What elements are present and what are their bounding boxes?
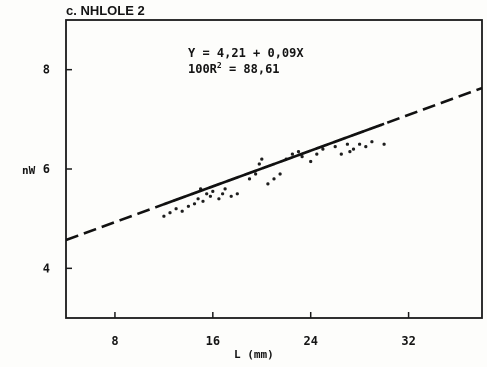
data-point-10: [208, 194, 212, 198]
data-point-2: [174, 207, 178, 211]
data-point-23: [278, 172, 282, 176]
data-point-27: [300, 155, 304, 159]
data-point-37: [364, 145, 368, 149]
data-point-28: [309, 159, 313, 164]
data-point-13: [221, 192, 225, 196]
data-point-35: [351, 147, 356, 151]
data-point-0: [162, 214, 166, 218]
data-point-22: [272, 177, 276, 181]
x-tick-label-0: 8: [111, 334, 118, 348]
data-point-30: [321, 147, 325, 151]
data-point-16: [235, 192, 239, 196]
chart-title: c. NHLOLE 2: [66, 3, 145, 18]
data-point-8: [201, 199, 205, 203]
data-point-33: [345, 142, 349, 146]
y-tick-label-2: 8: [43, 63, 50, 77]
x-tick-label-2: 24: [303, 334, 317, 348]
data-point-1: [168, 211, 172, 215]
y-tick-label-0: 4: [43, 261, 50, 275]
data-point-21: [266, 182, 270, 186]
data-point-29: [315, 152, 319, 156]
data-point-34: [348, 150, 352, 154]
data-points-layer: [162, 140, 386, 218]
data-point-15: [229, 194, 233, 198]
data-point-9: [205, 192, 209, 196]
data-point-38: [370, 140, 374, 144]
data-point-18: [254, 172, 258, 176]
data-point-5: [192, 202, 197, 206]
ticks-layer: 8 16 24 32 4 6 8: [43, 63, 416, 348]
regression-line-solid: [163, 122, 385, 206]
regression-line-layer: [65, 86, 483, 242]
data-point-26: [296, 150, 301, 154]
data-point-4: [186, 204, 190, 208]
data-point-36: [358, 142, 362, 146]
data-point-20: [260, 157, 264, 161]
data-point-19: [257, 162, 261, 166]
data-point-14: [223, 187, 227, 191]
data-point-31: [333, 145, 337, 149]
data-point-12: [217, 197, 221, 201]
data-point-3: [180, 209, 184, 213]
data-point-17: [247, 177, 252, 181]
y-axis-label: nW: [22, 164, 36, 177]
equation-annotation: Y = 4,21 + 0,09X: [188, 46, 304, 60]
data-point-11: [211, 189, 215, 193]
x-tick-label-3: 32: [401, 334, 415, 348]
data-point-39: [382, 142, 386, 146]
data-point-32: [339, 152, 343, 156]
r-squared-annotation: 100R2 = 88,61: [188, 61, 280, 76]
x-tick-label-1: 16: [206, 334, 220, 348]
data-point-6: [196, 197, 200, 201]
data-point-25: [290, 152, 294, 156]
x-axis-label: L (mm): [234, 348, 274, 361]
y-tick-label-1: 6: [43, 162, 50, 176]
